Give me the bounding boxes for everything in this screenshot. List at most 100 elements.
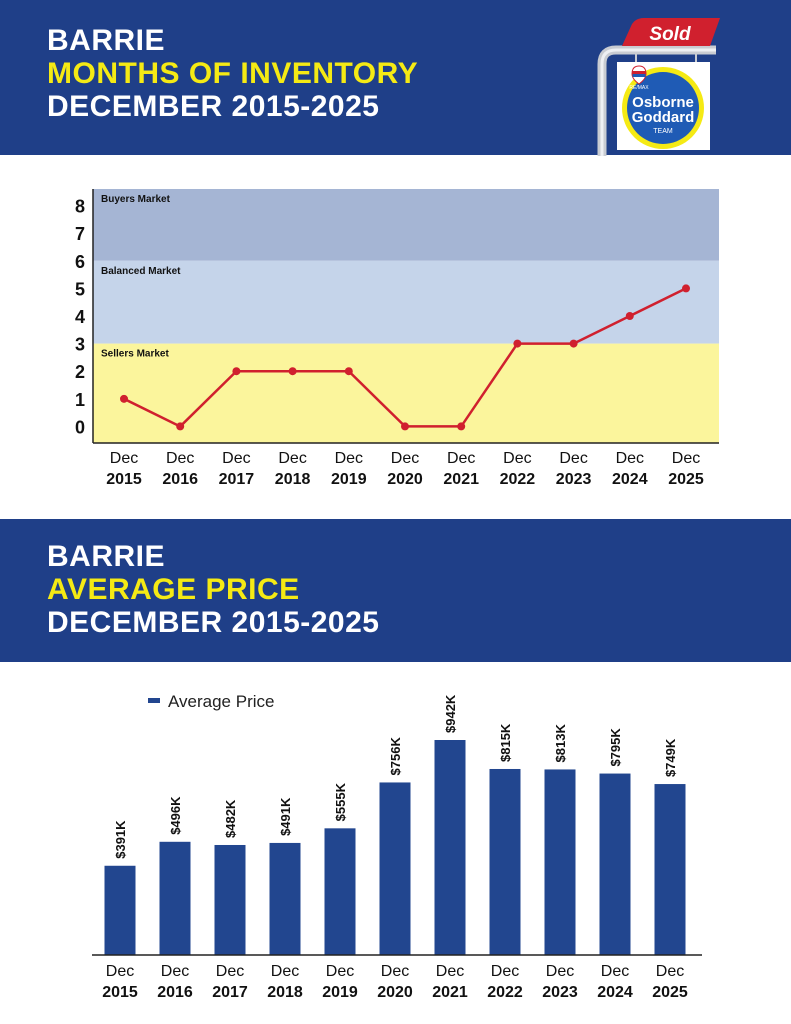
- x-tick-label: Dec: [271, 963, 299, 980]
- data-point: [120, 394, 128, 403]
- data-label: $391K: [113, 820, 128, 859]
- x-tick-label: Dec: [161, 963, 189, 980]
- inventory-line-chart: Buyers Market Balanced Market Sellers Mark…: [75, 189, 719, 488]
- x-tick-label: 2021: [443, 471, 479, 488]
- section2-period: DECEMBER 2015-2025: [47, 606, 380, 639]
- y-tick-label: 1: [75, 390, 85, 410]
- x-tick-label: Dec: [278, 450, 306, 467]
- data-point: [288, 367, 297, 376]
- y-tick-label: 0: [75, 417, 85, 437]
- header-title: MONTHS OF INVENTORY: [47, 57, 419, 90]
- balloon-icon: [631, 65, 647, 85]
- bar: [379, 782, 411, 955]
- x-tick-label: 2018: [267, 984, 303, 1001]
- x-tick-label: 2021: [432, 984, 468, 1001]
- x-tick-label: 2017: [219, 471, 255, 488]
- x-tick-label: Dec: [222, 450, 250, 467]
- logo-line2: Goddard: [632, 109, 695, 126]
- y-tick-label: 3: [75, 335, 85, 355]
- data-label: $496K: [168, 796, 183, 835]
- y-tick-label: 5: [75, 279, 85, 299]
- average-price-bar-chart: Average Price $391K $496K $482K $491K $555K $7…: [92, 692, 702, 1001]
- data-point: [625, 312, 634, 320]
- x-tick-label: Dec: [436, 963, 464, 980]
- bar: [159, 841, 191, 955]
- y-tick-label: 2: [75, 362, 85, 382]
- x-tick-label: Dec: [546, 963, 574, 980]
- data-point: [682, 284, 690, 293]
- x-tick-label: Dec: [559, 450, 587, 467]
- x-tick-label: 2019: [322, 984, 358, 1001]
- x-tick-label: 2023: [556, 471, 592, 488]
- sold-sign-icon: [622, 18, 720, 46]
- bar: [104, 865, 136, 955]
- data-label: $813K: [553, 724, 568, 763]
- x-tick-label: Dec: [616, 450, 644, 467]
- x-tick-label: 2016: [157, 984, 193, 1001]
- x-tick-label: Dec: [106, 963, 134, 980]
- x-tick-label: 2018: [275, 471, 311, 488]
- x-tick-label: Dec: [672, 450, 700, 467]
- x-tick-label: Dec: [110, 450, 138, 467]
- data-label: $555K: [333, 782, 348, 821]
- data-label: $749K: [663, 738, 678, 777]
- x-tick-label: Dec: [391, 450, 419, 467]
- data-point: [457, 422, 466, 431]
- x-tick-label: Dec: [335, 450, 363, 467]
- legend-label: Average Price: [168, 692, 274, 711]
- data-point: [513, 339, 522, 348]
- sold-sign-text: Sold: [649, 24, 691, 45]
- y-tick-label: 6: [75, 252, 85, 272]
- x-tick-label: Dec: [166, 450, 194, 467]
- data-label: $491K: [278, 797, 293, 836]
- x-tick-label: 2025: [652, 984, 688, 1001]
- data-label: $815K: [498, 723, 513, 762]
- data-label: $756K: [388, 737, 403, 776]
- band-label: Balanced Market: [101, 266, 181, 277]
- data-point: [176, 422, 185, 431]
- section2-title: AVERAGE PRICE: [47, 573, 300, 606]
- x-tick-label: 2023: [542, 984, 578, 1001]
- x-tick-label: 2022: [487, 984, 523, 1001]
- logo-line1: Osborne: [632, 94, 694, 111]
- y-tick-label: 7: [75, 224, 85, 244]
- brand-small: RE/MAX: [629, 85, 649, 91]
- x-tick-label: Dec: [503, 450, 531, 467]
- data-point: [569, 339, 578, 348]
- band-0: [93, 189, 719, 261]
- bar: [654, 784, 686, 955]
- section2-banner: BARRIE AVERAGE PRICE DECEMBER 2015-2025: [0, 519, 791, 662]
- x-tick-label: 2020: [377, 984, 413, 1001]
- x-tick-label: 2022: [500, 471, 536, 488]
- legend-swatch: [148, 698, 160, 703]
- x-tick-label: Dec: [601, 963, 629, 980]
- data-point: [401, 422, 409, 431]
- bar: [489, 768, 521, 955]
- bar: [269, 842, 301, 955]
- bar: [214, 844, 246, 955]
- x-tick-label: 2016: [162, 471, 198, 488]
- x-tick-label: 2024: [597, 984, 633, 1001]
- bar: [434, 740, 466, 955]
- header-city: BARRIE: [47, 24, 166, 57]
- x-tick-label: 2015: [106, 471, 142, 488]
- x-tick-label: Dec: [381, 963, 409, 980]
- y-tick-label: 4: [75, 307, 85, 327]
- band-label: Sellers Market: [101, 349, 169, 360]
- bar: [599, 773, 631, 955]
- x-tick-label: Dec: [656, 963, 684, 980]
- y-tick-label: 8: [75, 197, 85, 217]
- bar: [544, 769, 576, 955]
- data-label: $795K: [608, 728, 623, 767]
- band-1: [93, 260, 719, 344]
- x-tick-label: 2019: [331, 471, 367, 488]
- x-tick-label: Dec: [447, 450, 475, 467]
- x-tick-label: 2017: [212, 984, 248, 1001]
- logo-line3: TEAM: [653, 128, 673, 135]
- team-logo: Sold RE/MAX Osborne Goddard TEAM: [597, 18, 720, 156]
- bar: [324, 828, 356, 955]
- x-tick-label: Dec: [216, 963, 244, 980]
- band-label: Buyers Market: [101, 194, 171, 205]
- x-tick-label: Dec: [491, 963, 519, 980]
- data-label: $942K: [443, 694, 458, 733]
